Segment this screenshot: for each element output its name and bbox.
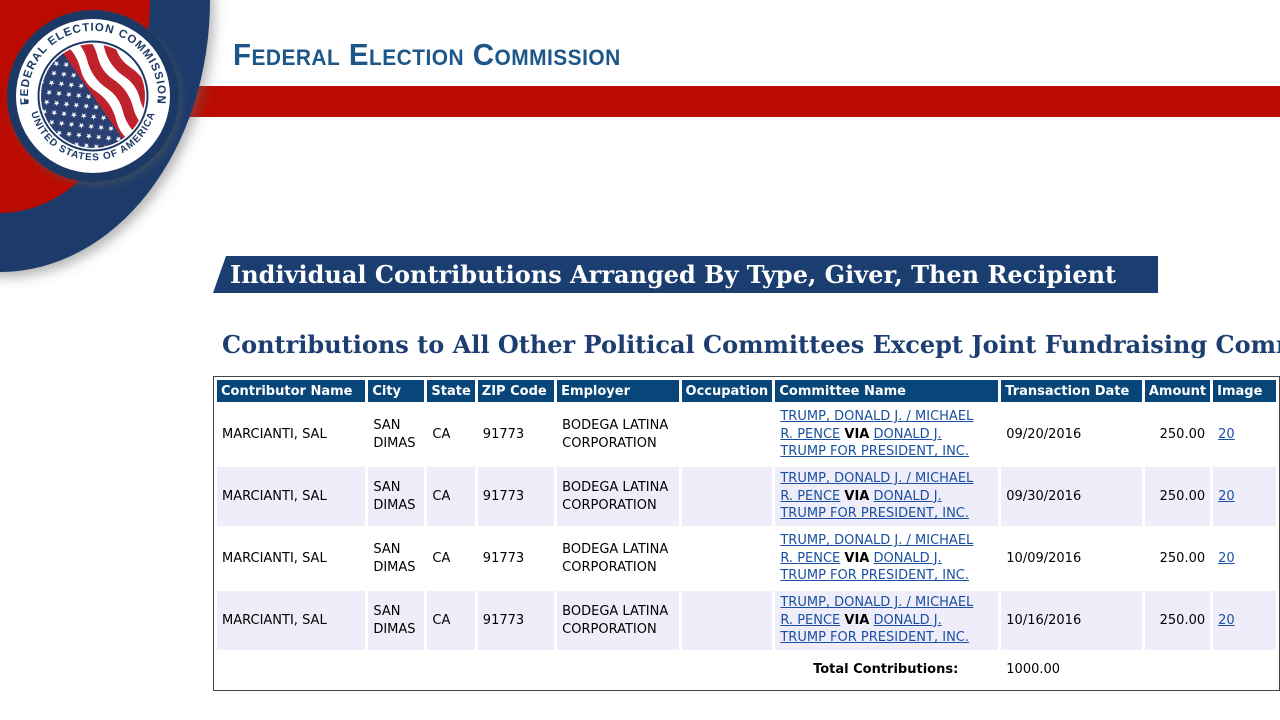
city-cell: SAN DIMAS [368, 529, 425, 588]
transaction-date-cell: 10/16/2016 [1001, 591, 1142, 650]
table-header-row: Contributor Name City State ZIP Code Emp… [217, 380, 1276, 402]
section-title: Contributions to All Other Political Com… [222, 330, 1280, 359]
employer-cell: BODEGA LATINA CORPORATION [557, 467, 679, 526]
state-cell: CA [427, 591, 475, 650]
committee-link-candidate[interactable]: TRUMP, DONALD J. / MICHAEL R. PENCE [780, 533, 974, 566]
amount-cell: 250.00 [1144, 529, 1211, 588]
committee-cell: TRUMP, DONALD J. / MICHAEL R. PENCE VIA D… [775, 529, 999, 588]
occupation-cell [681, 529, 773, 588]
amount-cell: 250.00 [1144, 405, 1211, 464]
column-header-contributor-name: Contributor Name [217, 380, 366, 402]
total-contributions-label: Total Contributions: [217, 653, 999, 687]
image-cell: 20 [1213, 405, 1276, 464]
image-link[interactable]: 20 [1218, 550, 1235, 566]
image-cell: 20 [1213, 591, 1276, 650]
committee-cell: TRUMP, DONALD J. / MICHAEL R. PENCE VIA D… [775, 591, 999, 650]
image-link[interactable]: 20 [1218, 426, 1235, 442]
fec-seal: ★ ★ FEDERAL ELECTION COMMISSION UNIT [7, 10, 179, 182]
employer-cell: BODEGA LATINA CORPORATION [557, 405, 679, 464]
transaction-date-cell: 10/09/2016 [1001, 529, 1142, 588]
city-cell: SAN DIMAS [368, 591, 425, 650]
column-header-state: State [427, 380, 475, 402]
state-cell: CA [427, 529, 475, 588]
via-label: VIA [844, 426, 870, 442]
via-label: VIA [844, 550, 870, 566]
committee-link-committee[interactable]: DONALD J. TRUMP FOR PRESIDENT, INC. [780, 550, 970, 584]
table-row: MARCIANTI, SAL SAN DIMAS CA 91773 BODEGA… [217, 529, 1276, 588]
column-header-occupation: Occupation [681, 380, 773, 402]
column-header-city: City [368, 380, 425, 402]
amount-cell: 250.00 [1144, 591, 1211, 650]
state-cell: CA [427, 405, 475, 464]
state-cell: CA [427, 467, 475, 526]
employer-cell: BODEGA LATINA CORPORATION [557, 591, 679, 650]
column-header-committee-name: Committee Name [775, 380, 999, 402]
image-link[interactable]: 20 [1218, 488, 1235, 504]
committee-link-committee[interactable]: DONALD J. TRUMP FOR PRESIDENT, INC. [780, 612, 970, 646]
committee-link-committee[interactable]: DONALD J. TRUMP FOR PRESIDENT, INC. [780, 488, 970, 522]
contributions-table: Contributor Name City State ZIP Code Emp… [213, 376, 1280, 691]
committee-link-committee[interactable]: DONALD J. TRUMP FOR PRESIDENT, INC. [780, 426, 970, 460]
occupation-cell [681, 467, 773, 526]
table-row: MARCIANTI, SAL SAN DIMAS CA 91773 BODEGA… [217, 467, 1276, 526]
column-header-amount: Amount [1144, 380, 1211, 402]
zip-cell: 91773 [477, 591, 555, 650]
committee-link-candidate[interactable]: TRUMP, DONALD J. / MICHAEL R. PENCE [780, 471, 974, 504]
contributions-table-container: Contributor Name City State ZIP Code Emp… [213, 376, 1280, 691]
city-cell: SAN DIMAS [368, 405, 425, 464]
committee-link-candidate[interactable]: TRUMP, DONALD J. / MICHAEL R. PENCE [780, 409, 974, 442]
contributor-cell: MARCIANTI, SAL [217, 405, 366, 464]
column-header-transaction-date: Transaction Date [1001, 380, 1142, 402]
table-row: MARCIANTI, SAL SAN DIMAS CA 91773 BODEGA… [217, 591, 1276, 650]
transaction-date-cell: 09/30/2016 [1001, 467, 1142, 526]
city-cell: SAN DIMAS [368, 467, 425, 526]
total-row: Total Contributions: 1000.00 [217, 653, 1276, 687]
page-title-banner: Individual Contributions Arranged By Typ… [213, 256, 1158, 293]
committee-link-candidate[interactable]: TRUMP, DONALD J. / MICHAEL R. PENCE [780, 595, 974, 628]
table-row: MARCIANTI, SAL SAN DIMAS CA 91773 BODEGA… [217, 405, 1276, 464]
via-label: VIA [844, 488, 870, 504]
image-cell: 20 [1213, 529, 1276, 588]
zip-cell: 91773 [477, 529, 555, 588]
contributor-cell: MARCIANTI, SAL [217, 591, 366, 650]
occupation-cell [681, 591, 773, 650]
zip-cell: 91773 [477, 405, 555, 464]
column-header-zip-code: ZIP Code [477, 380, 555, 402]
total-contributions-value: 1000.00 [1001, 653, 1276, 687]
column-header-employer: Employer [557, 380, 679, 402]
via-label: VIA [844, 612, 870, 628]
employer-cell: BODEGA LATINA CORPORATION [557, 529, 679, 588]
transaction-date-cell: 09/20/2016 [1001, 405, 1142, 464]
committee-cell: TRUMP, DONALD J. / MICHAEL R. PENCE VIA D… [775, 405, 999, 464]
red-accent-bar [0, 86, 1280, 117]
committee-cell: TRUMP, DONALD J. / MICHAEL R. PENCE VIA D… [775, 467, 999, 526]
fec-wordmark: Federal Election Commission [233, 37, 621, 72]
image-cell: 20 [1213, 467, 1276, 526]
occupation-cell [681, 405, 773, 464]
contributor-cell: MARCIANTI, SAL [217, 467, 366, 526]
contributor-cell: MARCIANTI, SAL [217, 529, 366, 588]
image-link[interactable]: 20 [1218, 612, 1235, 628]
column-header-image: Image [1213, 380, 1276, 402]
zip-cell: 91773 [477, 467, 555, 526]
amount-cell: 250.00 [1144, 467, 1211, 526]
